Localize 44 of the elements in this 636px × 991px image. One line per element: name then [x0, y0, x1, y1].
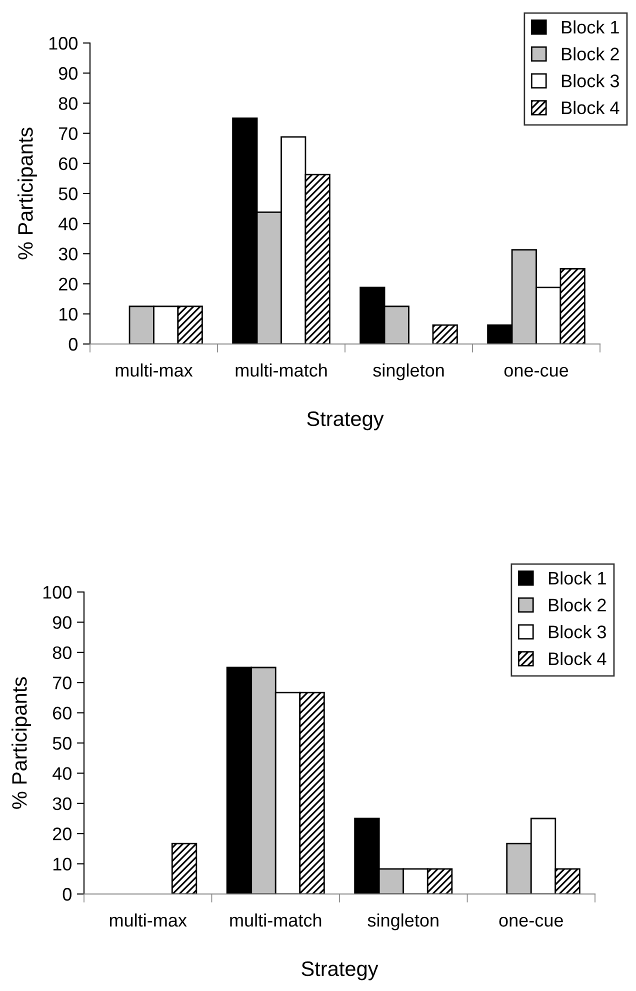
legend-label: Block 2 [562, 47, 619, 60]
legend-label: Block 4 [549, 652, 606, 666]
y-tick-label: 50 [52, 736, 72, 750]
y-tick-label: 40 [52, 767, 72, 780]
y-tick-label: 100 [43, 586, 72, 599]
y-tick-label: 40 [58, 218, 78, 230]
y-tick-label: 80 [52, 646, 72, 660]
x-tick-label: one-cue [499, 916, 563, 927]
y-tick-label: 0 [62, 888, 72, 901]
y-tick-label: 50 [58, 187, 78, 200]
y-tick-label: 100 [49, 36, 78, 50]
x-axis-title: Strategy [302, 961, 378, 980]
y-tick-label: 0 [68, 338, 78, 351]
legend-label: Block 1 [562, 20, 619, 34]
x-tick-label: multi-max [110, 913, 187, 927]
bar [432, 324, 458, 344]
bar [171, 842, 198, 894]
x-tick-label: singleton [368, 913, 438, 930]
y-axis-title: % Participants [18, 128, 37, 260]
y-tick-label: 10 [59, 308, 78, 321]
legend-label: Block 4 [562, 100, 620, 114]
y-tick-label: 20 [59, 278, 78, 291]
legend-label: Block 3 [549, 625, 606, 638]
x-tick-label: multi-match [230, 913, 322, 927]
y-axis-title: % Participants [12, 677, 31, 809]
y-tick-label: 60 [59, 157, 78, 170]
y-tick-label: 90 [58, 67, 78, 80]
y-tick-label: 90 [52, 616, 72, 629]
legend-label: Block 2 [549, 598, 606, 612]
y-tick-label: 30 [58, 248, 78, 260]
y-tick-label: 60 [53, 706, 72, 720]
legend-label: Block 3 [562, 74, 619, 88]
x-tick-label: singleton [373, 363, 444, 380]
y-tick-label: 30 [52, 797, 72, 810]
x-tick-label: multi-match [236, 363, 327, 377]
x-axis-title: Strategy [307, 411, 384, 430]
x-tick-label: multi-max [116, 363, 193, 377]
y-tick-label: 10 [53, 858, 72, 871]
y-tick-label: 70 [53, 676, 72, 690]
y-tick-label: 70 [59, 127, 78, 140]
y-tick-label: 80 [58, 97, 78, 110]
x-tick-label: one-cue [504, 366, 568, 377]
y-tick-label: 20 [53, 828, 72, 840]
legend-label: Block 1 [549, 571, 606, 585]
